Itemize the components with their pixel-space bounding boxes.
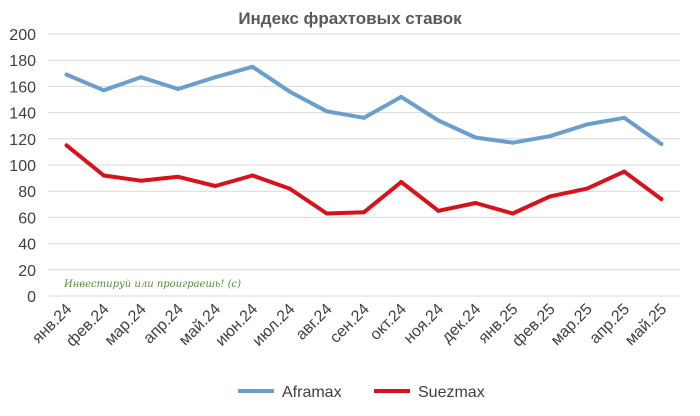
data-point-aframax (510, 140, 515, 145)
gridlines (48, 33, 680, 297)
data-point-aframax (585, 122, 590, 127)
data-point-suezmax (362, 210, 366, 215)
y-tick-label: 140 (9, 106, 36, 123)
y-tick-label: 80 (18, 184, 36, 201)
data-point-suezmax (622, 169, 627, 174)
data-point-aframax (436, 118, 441, 123)
data-point-aframax (622, 115, 627, 120)
x-tick-label: дек.24 (439, 301, 485, 347)
data-point-aframax (324, 109, 329, 114)
chart-title: Индекс фрахтовых ставок (238, 9, 462, 28)
data-point-suezmax (510, 211, 515, 216)
y-tick-label: 20 (18, 263, 36, 280)
data-point-suezmax (473, 200, 478, 205)
data-point-suezmax (324, 211, 329, 216)
y-tick-label: 120 (9, 132, 36, 149)
data-point-suezmax (399, 180, 404, 185)
data-point-suezmax (64, 143, 69, 148)
y-tick-label: 40 (18, 237, 36, 254)
data-point-suezmax (436, 208, 441, 213)
data-point-suezmax (138, 178, 143, 183)
data-point-suezmax (585, 186, 590, 191)
y-tick-label: 160 (9, 79, 36, 96)
data-point-aframax (362, 115, 366, 120)
data-point-aframax (547, 134, 552, 139)
series-line-aframax (64, 64, 664, 146)
data-point-suezmax (250, 173, 255, 178)
data-point-suezmax (101, 173, 106, 178)
data-point-aframax (138, 75, 143, 80)
series-line-suezmax (64, 143, 664, 216)
data-point-aframax (250, 64, 255, 69)
data-point-aframax (176, 87, 181, 92)
x-tick-label: май.25 (622, 301, 670, 349)
y-tick-label: 200 (9, 27, 36, 44)
data-point-aframax (287, 89, 292, 94)
x-tick-label: мар.25 (548, 301, 596, 349)
data-point-aframax (473, 135, 478, 140)
legend-label-suezmax: Suezmax (418, 384, 485, 401)
x-tick-label: июл.24 (250, 301, 299, 350)
y-tick-label: 180 (9, 53, 36, 70)
y-axis-ticks: 0 20 40 60 80 100 120 140 160 180 200 (9, 27, 36, 306)
x-axis-ticks: янв.24фев.24мар.24апр.24май.24июн.24июл.… (29, 301, 670, 350)
data-point-aframax (101, 88, 106, 93)
x-tick-label: мар.24 (102, 301, 150, 349)
data-point-aframax (399, 94, 404, 99)
data-point-suezmax (287, 186, 292, 191)
legend: Aframax Suezmax (238, 384, 485, 401)
y-tick-label: 100 (9, 158, 36, 175)
watermark-annotation: Инвестируй или проиграешь! (с) (63, 279, 241, 290)
data-point-suezmax (213, 183, 218, 188)
data-point-suezmax (176, 174, 181, 179)
y-tick-label: 0 (27, 289, 36, 306)
series-lines (64, 64, 664, 216)
data-point-suezmax (547, 194, 552, 199)
x-tick-label: ноя.24 (401, 301, 447, 347)
y-tick-label: 60 (18, 210, 36, 227)
legend-label-aframax: Aframax (282, 384, 342, 401)
data-point-suezmax (659, 197, 664, 202)
data-point-aframax (213, 75, 218, 80)
data-point-aframax (64, 72, 69, 77)
data-point-aframax (659, 142, 664, 147)
x-tick-label: сен.24 (327, 301, 373, 347)
